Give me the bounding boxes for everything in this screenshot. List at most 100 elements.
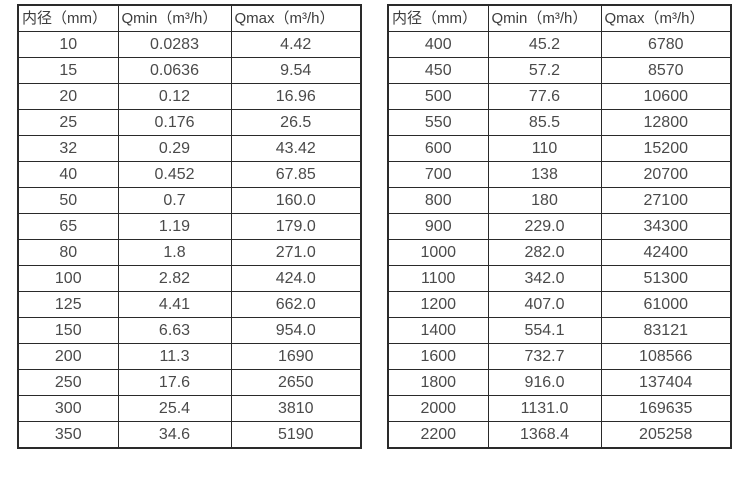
cell: 0.12 xyxy=(117,83,232,110)
cell: 600 xyxy=(387,135,489,162)
cell: 205258 xyxy=(600,421,732,449)
cell: 0.7 xyxy=(117,187,232,214)
cell: 350 xyxy=(17,421,119,449)
cell: 550 xyxy=(387,109,489,136)
cell: 100 xyxy=(17,265,119,292)
cell: 1000 xyxy=(387,239,489,266)
cell: 50 xyxy=(17,187,119,214)
cell: 10 xyxy=(17,31,119,58)
cell: 42400 xyxy=(600,239,732,266)
cell: 3810 xyxy=(230,395,362,422)
flow-spec-table-large-diameters: 内径（mm） Qmin（m³/h） Qmax（m³/h） 400 45.2 6780 45… xyxy=(387,4,732,449)
cell: 40 xyxy=(17,161,119,188)
cell: 65 xyxy=(17,213,119,240)
cell: 200 xyxy=(17,343,119,370)
table-body: 400 45.2 6780 450 57.2 8570 500 77.6 10600 550 85.… xyxy=(387,31,732,449)
cell: 1131.0 xyxy=(487,395,602,422)
cell: 15 xyxy=(17,57,119,84)
table-row: 65 1.19 179.0 xyxy=(17,213,362,240)
table-body: 10 0.0283 4.42 15 0.0636 9.54 20 0.12 16.96 25 0.1… xyxy=(17,31,362,449)
cell: 0.176 xyxy=(117,109,232,136)
cell: 85.5 xyxy=(487,109,602,136)
table-row: 1000 282.0 42400 xyxy=(387,239,732,266)
table-row: 40 0.452 67.85 xyxy=(17,161,362,188)
table-row: 10 0.0283 4.42 xyxy=(17,31,362,58)
cell: 800 xyxy=(387,187,489,214)
table-row: 400 45.2 6780 xyxy=(387,31,732,58)
cell: 700 xyxy=(387,161,489,188)
table-row: 1600 732.7 108566 xyxy=(387,343,732,370)
cell: 67.85 xyxy=(230,161,362,188)
cell: 954.0 xyxy=(230,317,362,344)
cell: 271.0 xyxy=(230,239,362,266)
table-row: 900 229.0 34300 xyxy=(387,213,732,240)
table-row: 1400 554.1 83121 xyxy=(387,317,732,344)
cell: 83121 xyxy=(600,317,732,344)
cell: 1400 xyxy=(387,317,489,344)
cell: 282.0 xyxy=(487,239,602,266)
cell: 8570 xyxy=(600,57,732,84)
cell: 4.41 xyxy=(117,291,232,318)
cell: 180 xyxy=(487,187,602,214)
cell: 2200 xyxy=(387,421,489,449)
table-row: 1800 916.0 137404 xyxy=(387,369,732,396)
column-header: 内径（mm） xyxy=(17,4,119,32)
table-row: 25 0.176 26.5 xyxy=(17,109,362,136)
table-row: 15 0.0636 9.54 xyxy=(17,57,362,84)
cell: 407.0 xyxy=(487,291,602,318)
table-row: 2200 1368.4 205258 xyxy=(387,421,732,449)
cell: 9.54 xyxy=(230,57,362,84)
cell: 6780 xyxy=(600,31,732,58)
cell: 1690 xyxy=(230,343,362,370)
cell: 400 xyxy=(387,31,489,58)
cell: 450 xyxy=(387,57,489,84)
cell: 12800 xyxy=(600,109,732,136)
column-header: Qmin（m³/h） xyxy=(487,4,602,32)
cell: 900 xyxy=(387,213,489,240)
cell: 250 xyxy=(17,369,119,396)
cell: 300 xyxy=(17,395,119,422)
cell: 1600 xyxy=(387,343,489,370)
cell: 61000 xyxy=(600,291,732,318)
table-row: 80 1.8 271.0 xyxy=(17,239,362,266)
cell: 179.0 xyxy=(230,213,362,240)
table-row: 1100 342.0 51300 xyxy=(387,265,732,292)
cell: 34.6 xyxy=(117,421,232,449)
cell: 500 xyxy=(387,83,489,110)
cell: 25.4 xyxy=(117,395,232,422)
cell: 1.19 xyxy=(117,213,232,240)
column-header: Qmax（m³/h） xyxy=(600,4,732,32)
cell: 1800 xyxy=(387,369,489,396)
cell: 0.29 xyxy=(117,135,232,162)
cell: 0.0636 xyxy=(117,57,232,84)
cell: 0.0283 xyxy=(117,31,232,58)
table-row: 500 77.6 10600 xyxy=(387,83,732,110)
cell: 108566 xyxy=(600,343,732,370)
cell: 25 xyxy=(17,109,119,136)
cell: 16.96 xyxy=(230,83,362,110)
cell: 45.2 xyxy=(487,31,602,58)
cell: 125 xyxy=(17,291,119,318)
cell: 160.0 xyxy=(230,187,362,214)
table-row: 32 0.29 43.42 xyxy=(17,135,362,162)
cell: 11.3 xyxy=(117,343,232,370)
cell: 32 xyxy=(17,135,119,162)
table-row: 1200 407.0 61000 xyxy=(387,291,732,318)
cell: 34300 xyxy=(600,213,732,240)
table-row: 150 6.63 954.0 xyxy=(17,317,362,344)
cell: 1200 xyxy=(387,291,489,318)
table-header-row: 内径（mm） Qmin（m³/h） Qmax（m³/h） xyxy=(387,4,732,32)
cell: 110 xyxy=(487,135,602,162)
cell: 169635 xyxy=(600,395,732,422)
cell: 0.452 xyxy=(117,161,232,188)
table-row: 250 17.6 2650 xyxy=(17,369,362,396)
cell: 732.7 xyxy=(487,343,602,370)
cell: 77.6 xyxy=(487,83,602,110)
cell: 20 xyxy=(17,83,119,110)
cell: 26.5 xyxy=(230,109,362,136)
flow-spec-table-small-diameters: 内径（mm） Qmin（m³/h） Qmax（m³/h） 10 0.0283 4.42 1… xyxy=(17,4,362,449)
header-row: 内径（mm） Qmin（m³/h） Qmax（m³/h） xyxy=(387,4,732,32)
table-row: 125 4.41 662.0 xyxy=(17,291,362,318)
table-row: 20 0.12 16.96 xyxy=(17,83,362,110)
